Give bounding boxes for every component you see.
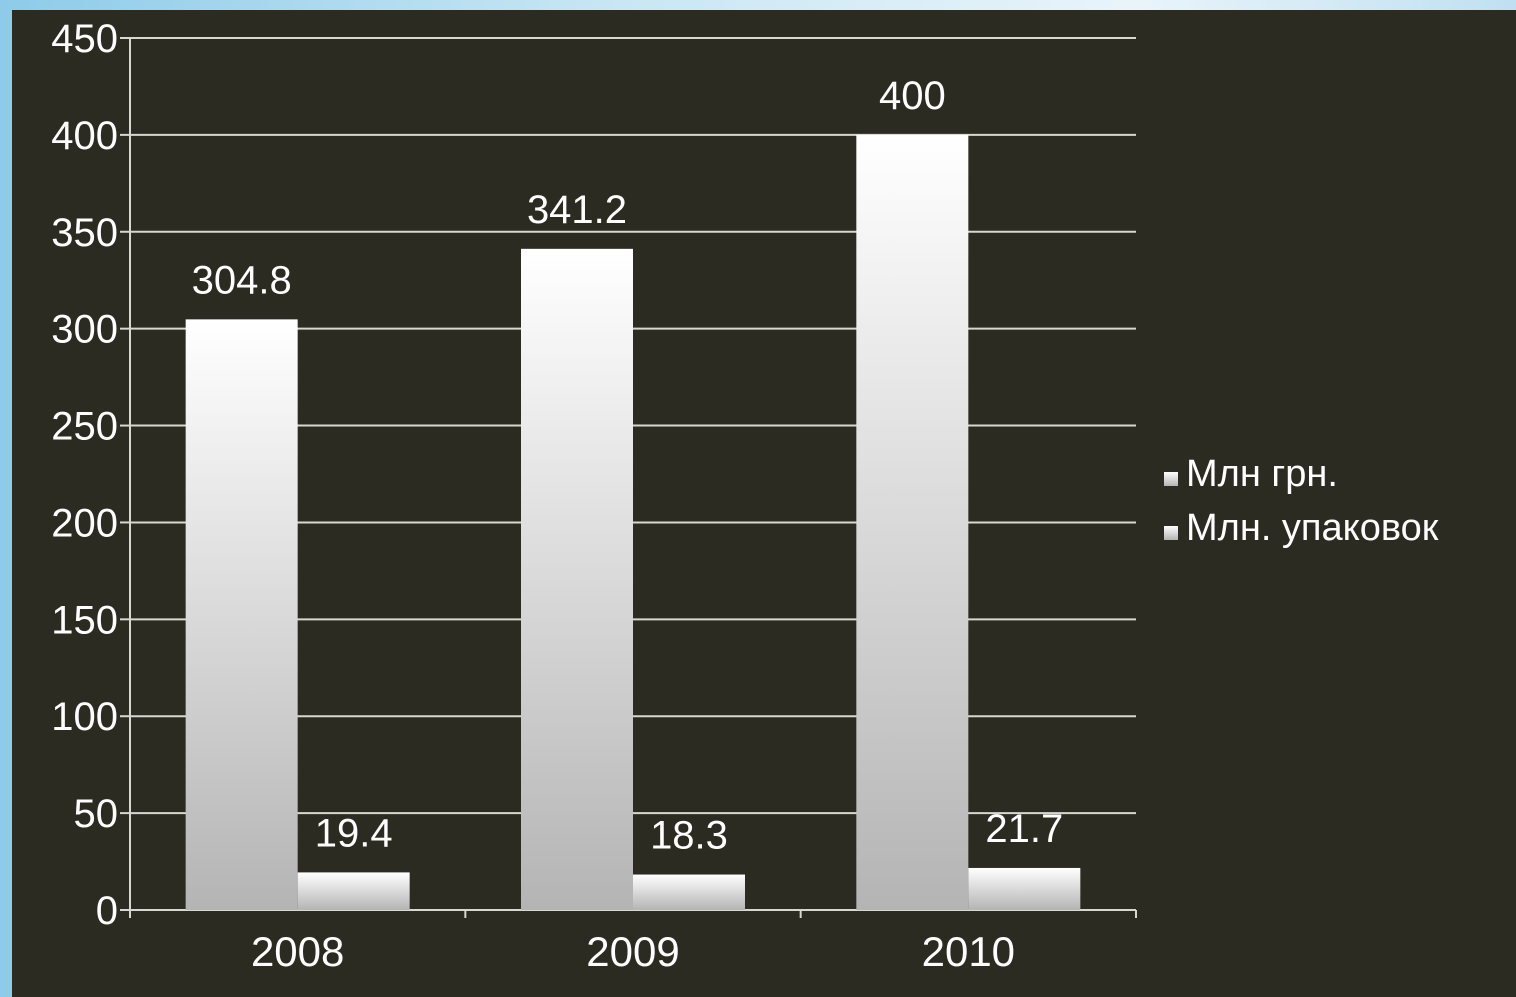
data-label: 21.7 xyxy=(985,807,1063,851)
bar-mln-upakovok xyxy=(633,875,745,910)
y-tick-label: 350 xyxy=(51,211,118,255)
legend: Млн грн. Млн. упаковок xyxy=(1164,453,1439,549)
legend-label: Млн. упаковок xyxy=(1186,507,1439,549)
legend-label: Млн грн. xyxy=(1186,453,1338,495)
x-category-label: 2010 xyxy=(922,928,1015,975)
y-tick-label: 100 xyxy=(51,695,118,739)
data-label: 400 xyxy=(879,74,946,118)
y-tick-label: 200 xyxy=(51,501,118,545)
x-category-label: 2009 xyxy=(586,928,679,975)
y-tick-label: 400 xyxy=(51,114,118,158)
legend-swatch xyxy=(1164,472,1178,486)
data-label: 19.4 xyxy=(315,811,393,855)
y-tick-label: 150 xyxy=(51,598,118,642)
bar-mln-upakovok xyxy=(298,872,410,910)
data-label: 341.2 xyxy=(527,188,627,232)
data-label: 18.3 xyxy=(650,814,728,858)
legend-swatch xyxy=(1164,526,1178,540)
y-tick-label: 450 xyxy=(51,17,118,61)
y-tick-label: 300 xyxy=(51,308,118,352)
bar-mln-grn xyxy=(186,319,298,910)
bar-mln-grn xyxy=(856,135,968,910)
y-tick-label: 0 xyxy=(96,889,118,933)
x-category-label: 2008 xyxy=(251,928,344,975)
bar-mln-grn xyxy=(521,249,633,910)
y-tick-label: 250 xyxy=(51,405,118,449)
y-tick-label: 50 xyxy=(74,792,119,836)
bar-mln-upakovok xyxy=(968,868,1080,910)
data-label: 304.8 xyxy=(192,258,292,302)
